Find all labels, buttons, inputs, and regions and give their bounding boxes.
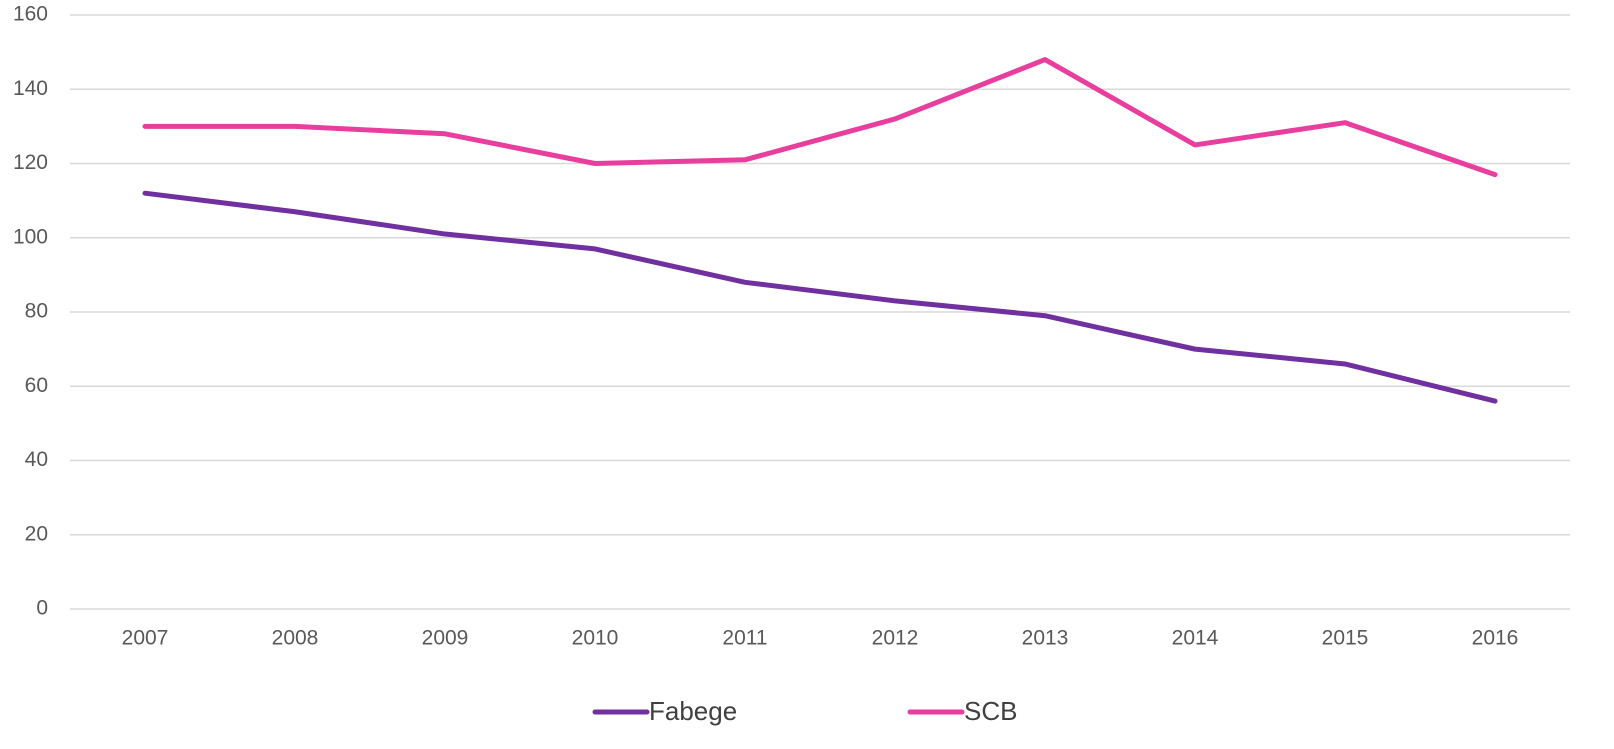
series-line [142,190,1498,404]
series-line [142,57,1498,178]
y-tick-label: 140 [13,77,48,100]
y-tick-label: 20 [25,522,48,545]
x-tick-label: 2016 [1472,627,1519,650]
y-tick-label: 40 [25,448,48,471]
x-tick-label: 2014 [1172,627,1219,650]
y-tick-label: 60 [25,374,48,397]
x-tick-label: 2010 [572,627,619,650]
y-tick-label: 80 [25,300,48,323]
x-tick-label: 2011 [722,627,767,650]
y-tick-label: 160 [13,3,48,26]
legend-label: SCB [964,696,1017,726]
y-tick-label: 100 [13,225,48,248]
y-tick-label: 0 [36,597,48,620]
legend-label: Fabege [649,696,737,726]
x-tick-label: 2009 [422,627,469,650]
x-tick-label: 2007 [122,627,169,650]
x-tick-label: 2008 [272,627,319,650]
x-tick-label: 2012 [872,627,919,650]
y-tick-label: 120 [13,151,48,174]
x-tick-label: 2013 [1022,627,1069,650]
x-tick-label: 2015 [1322,627,1369,650]
